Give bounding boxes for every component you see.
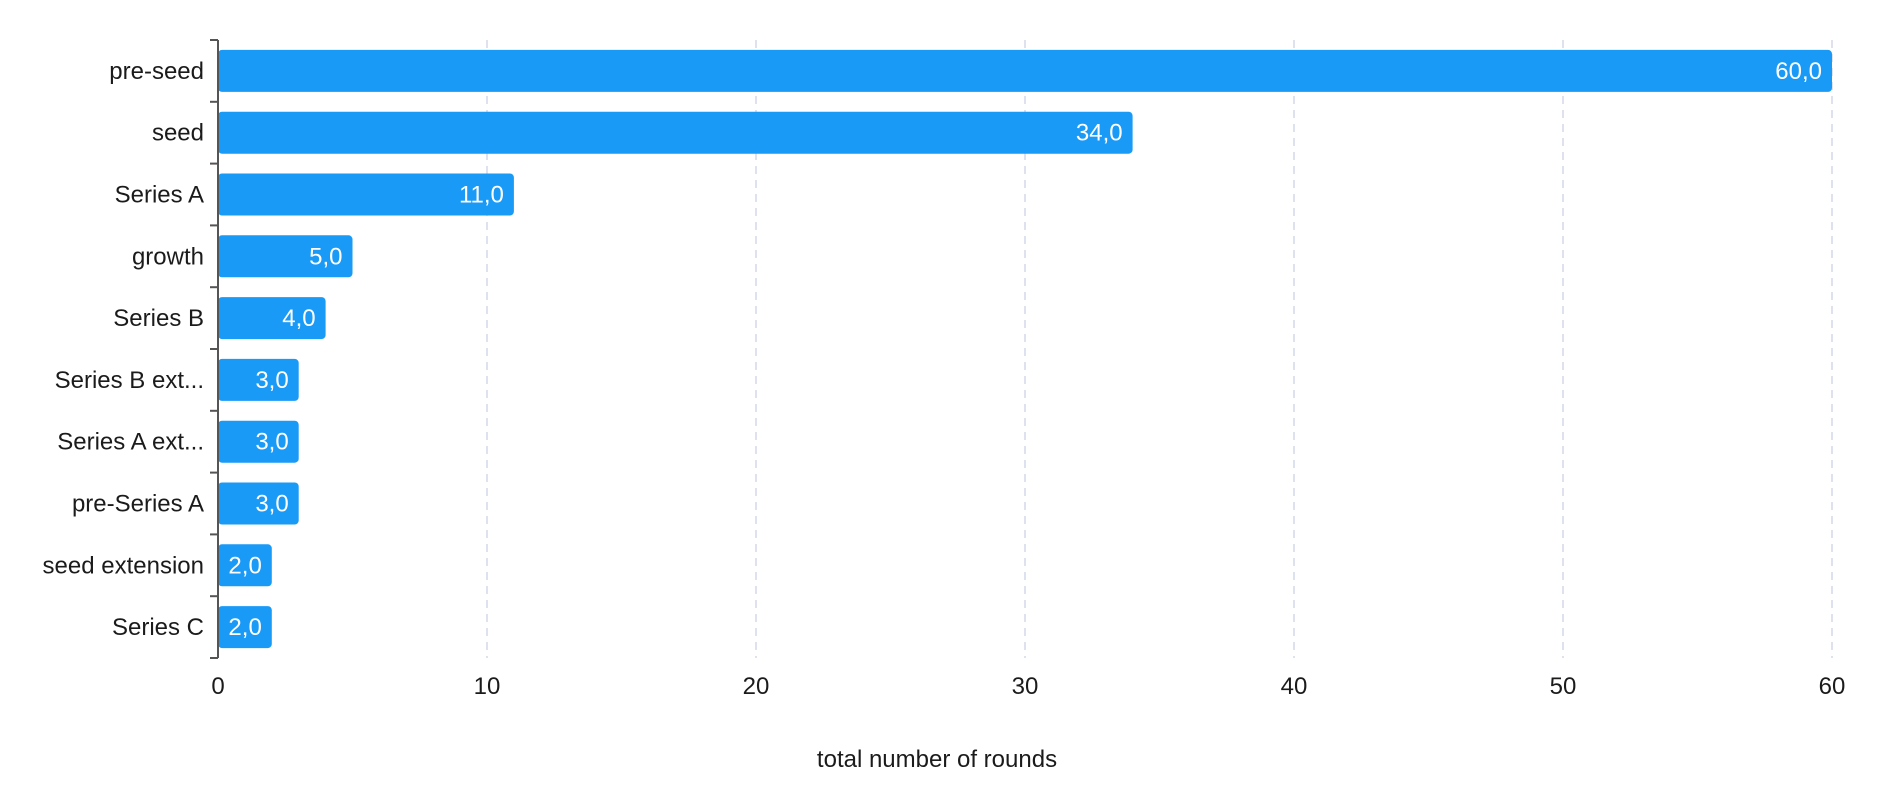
x-tick-label: 30: [1012, 673, 1039, 700]
bar: [218, 606, 272, 649]
data-label: 2,0: [228, 552, 261, 579]
data-label: 34,0: [1076, 120, 1123, 147]
bar: [218, 111, 1133, 154]
category-label: Series B: [113, 305, 204, 332]
category-label: Series B ext...: [55, 367, 204, 394]
data-label: 3,0: [255, 367, 288, 394]
bar: [218, 49, 1832, 92]
bar: [218, 235, 353, 278]
x-tick-label: 50: [1550, 673, 1577, 700]
x-tick-label: 40: [1281, 673, 1308, 700]
data-label: 11,0: [459, 182, 504, 209]
data-label: 60,0: [1775, 58, 1822, 85]
x-tick-label: 10: [474, 673, 501, 700]
category-label: pre-Series A: [72, 491, 204, 518]
data-label: 3,0: [255, 491, 288, 518]
bar: [218, 358, 299, 401]
bar: [218, 544, 272, 587]
bar: [218, 482, 299, 525]
x-tick-label: 0: [211, 673, 224, 700]
category-label: growth: [132, 243, 204, 270]
category-label: seed extension: [43, 552, 204, 579]
data-label: 2,0: [228, 614, 261, 641]
bar: [218, 297, 326, 340]
label-layer: pre-seed 60,0 seed 34,0 Series A 11,0 growth 5,…: [43, 58, 1822, 641]
x-axis-title: total number of rounds: [817, 746, 1057, 773]
data-label: 5,0: [309, 243, 342, 270]
bar-layer: [218, 49, 1832, 649]
axis-layer: 0 10 20 30 40 50 60: [210, 39, 1846, 700]
bar: [218, 173, 514, 216]
data-label: 3,0: [255, 429, 288, 456]
x-tick-label: 20: [743, 673, 770, 700]
data-label: 4,0: [282, 305, 315, 332]
category-label: Series A ext...: [57, 429, 204, 456]
bar: [218, 420, 299, 463]
category-label: Series A: [115, 182, 204, 209]
category-label: Series C: [112, 614, 204, 641]
category-label: pre-seed: [109, 58, 204, 85]
x-tick-label: 60: [1819, 673, 1846, 700]
category-label: seed: [152, 120, 204, 147]
